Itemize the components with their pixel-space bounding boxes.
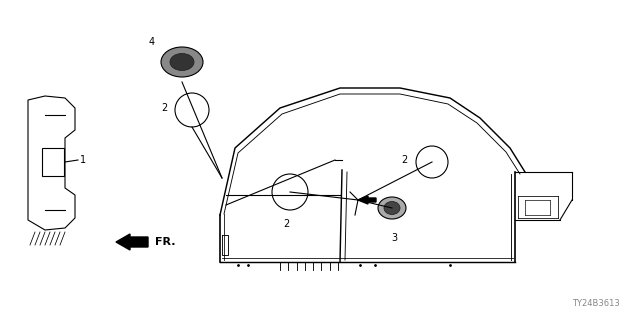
Text: 2: 2 bbox=[401, 155, 407, 165]
FancyArrow shape bbox=[116, 234, 148, 250]
Text: 4: 4 bbox=[149, 37, 155, 47]
Ellipse shape bbox=[170, 53, 194, 70]
Circle shape bbox=[175, 93, 209, 127]
Text: 1: 1 bbox=[80, 155, 86, 165]
Ellipse shape bbox=[378, 197, 406, 219]
Circle shape bbox=[416, 146, 448, 178]
Text: 2: 2 bbox=[283, 219, 289, 229]
Text: TY24B3613: TY24B3613 bbox=[572, 299, 620, 308]
Text: FR.: FR. bbox=[155, 237, 175, 247]
Circle shape bbox=[272, 174, 308, 210]
Text: 2: 2 bbox=[161, 103, 167, 113]
Ellipse shape bbox=[161, 47, 203, 77]
Text: 3: 3 bbox=[391, 233, 397, 243]
FancyArrow shape bbox=[358, 196, 376, 204]
Bar bbox=[42, 148, 64, 176]
Ellipse shape bbox=[384, 202, 400, 214]
